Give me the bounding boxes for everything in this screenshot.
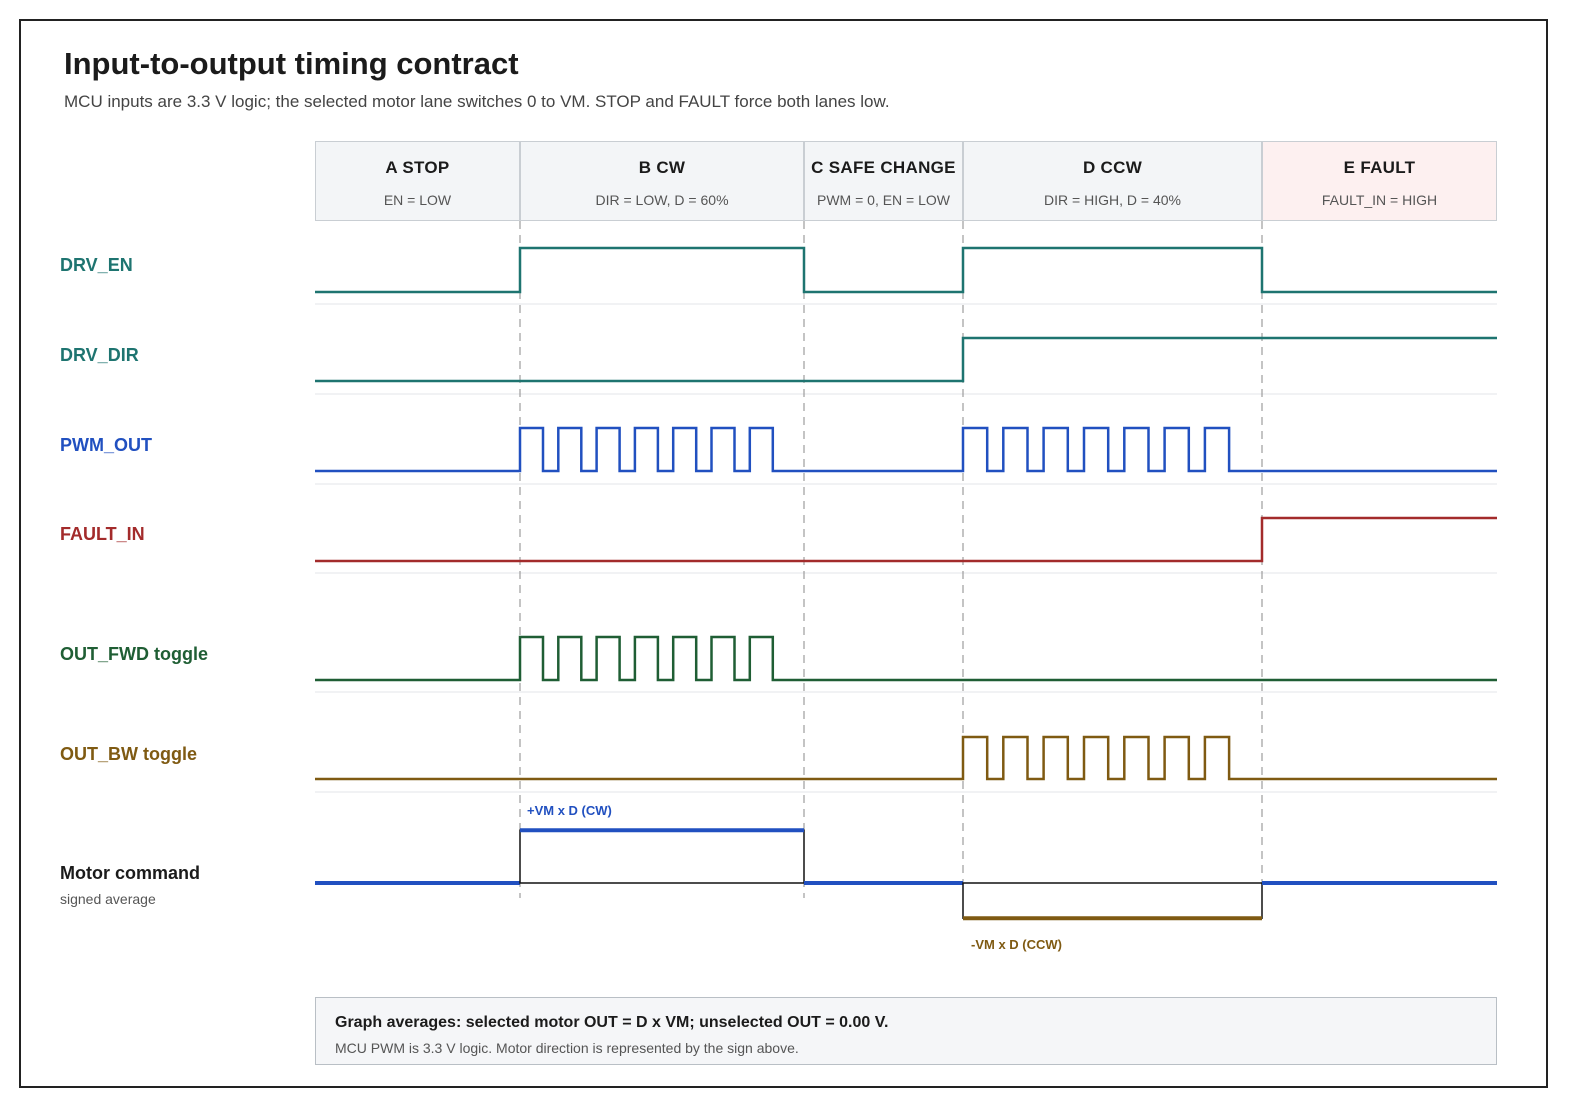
phase-name: B CW: [638, 158, 686, 177]
signal-label-drv-en: DRV_EN: [60, 255, 133, 275]
motor-command-sublabel: signed average: [60, 891, 156, 907]
signal-label-motor-command: Motor command: [60, 863, 201, 883]
summary-box: Graph averages: selected motor OUT = D x…: [315, 997, 1497, 1065]
phase-b-header: B CW DIR = LOW, D = 60%: [520, 141, 804, 221]
signal-label-out-bw: OUT_BW toggle: [60, 744, 197, 764]
waveform-drv-dir: [315, 336, 1497, 383]
phase-c-header: C SAFE CHANGE PWM = 0, EN = LOW: [804, 141, 963, 221]
summary-sub-text: MCU PWM is 3.3 V logic. Motor direction …: [335, 1040, 799, 1056]
phase-condition: FAULT_IN = HIGH: [1321, 192, 1438, 208]
phase-condition: DIR = HIGH, D = 40%: [1044, 192, 1181, 208]
phase-condition: EN = LOW: [383, 192, 452, 208]
signal-label-out-fwd: OUT_FWD toggle: [60, 644, 208, 664]
motor-level-box: [962, 882, 1263, 919]
phase-name: E FAULT: [1343, 158, 1416, 177]
phase-condition: PWM = 0, EN = LOW: [816, 192, 951, 208]
phase-name: D CCW: [1082, 158, 1143, 177]
page-title: Input-to-output timing contract: [64, 46, 519, 81]
phase-e-header: E FAULT FAULT_IN = HIGH: [1262, 141, 1497, 221]
signal-label-fault-in: FAULT_IN: [60, 524, 145, 544]
summary-main-text: Graph averages: selected motor OUT = D x…: [335, 1014, 889, 1031]
signal-label-pwm-out: PWM_OUT: [60, 435, 152, 455]
phase-condition: DIR = LOW, D = 60%: [595, 192, 729, 208]
phase-name: A STOP: [385, 158, 450, 177]
waveform-out-fwd-toggle: [315, 635, 1497, 682]
phase-a-header: A STOP EN = LOW: [315, 141, 520, 221]
motor-ccw-annotation: -VM x D (CCW): [971, 937, 1062, 952]
waveform-out-bw-toggle: [315, 735, 1497, 781]
motor-level-box: [519, 829, 805, 884]
motor-cw-annotation: +VM x D (CW): [527, 803, 612, 818]
phase-d-header: D CCW DIR = HIGH, D = 40%: [963, 141, 1262, 221]
waveform-drv-en: [315, 246, 1497, 294]
waveform-pwm-out: [315, 426, 1497, 473]
phase-name: C SAFE CHANGE: [811, 158, 956, 177]
signal-label-drv-dir: DRV_DIR: [60, 345, 139, 365]
waveform-fault-in: [315, 516, 1497, 563]
page-subtitle: MCU inputs are 3.3 V logic; the selected…: [64, 92, 890, 111]
